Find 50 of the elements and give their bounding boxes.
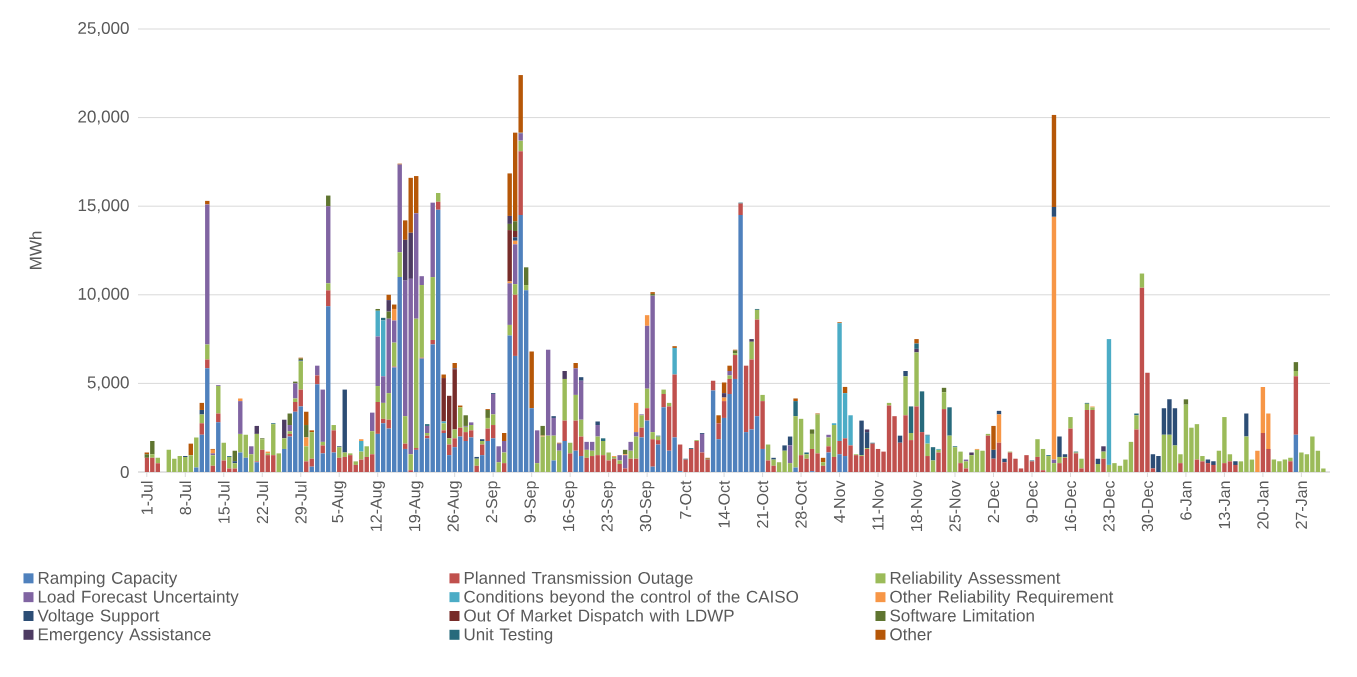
x-tick-label: 20-Jan: [1257, 481, 1269, 529]
x-tick-label: 26-Aug: [447, 481, 462, 532]
x-tick-label: 25-Nov: [949, 480, 961, 532]
y-tick-label: 5,000: [87, 376, 129, 391]
x-tick-label: 4-Nov: [833, 480, 846, 523]
legend-label: Conditions beyond the control of the CAISO: [464, 590, 799, 607]
y-tick-label: 0: [120, 465, 129, 479]
x-tick-label: 14-Oct: [718, 480, 730, 528]
x-tick-label: 18-Nov: [910, 480, 923, 531]
legend-label: Other: [890, 627, 932, 641]
x-tick-label: 6-Jan: [1180, 481, 1192, 520]
x-tick-label: 29-Jul: [294, 481, 307, 524]
legend-label: Planned Transmission Outage: [464, 571, 693, 588]
legend-label: Voltage Support: [37, 609, 160, 625]
x-tick-label: 23-Sep: [601, 481, 616, 532]
legend-label: Unit Testing: [464, 627, 553, 644]
y-tick-label: 10,000: [78, 287, 129, 302]
x-tick-label: 9-Sep: [524, 481, 539, 523]
y-tick-label: 25,000: [78, 21, 129, 37]
x-tick-label: 7-Oct: [679, 480, 692, 519]
y-tick-label: 15,000: [78, 199, 129, 214]
x-tick-label: 21-Oct: [756, 480, 769, 528]
y-tick-label: 20,000: [78, 110, 129, 125]
y-axis-title: MWh: [29, 231, 42, 269]
legend-label: Out Of Market Dispatch with LDWP: [464, 609, 734, 625]
x-tick-label: 28-Oct: [795, 480, 807, 528]
legend-label: Software Limitation: [890, 609, 1034, 622]
x-tick-label: 16-Dec: [1064, 480, 1077, 531]
legend-label: Other Reliability Requirement: [890, 590, 1114, 607]
x-tick-label: 30-Sep: [639, 481, 655, 532]
x-tick-label: 8-Jul: [179, 481, 192, 515]
x-tick-label: 19-Aug: [408, 481, 424, 531]
legend-label: Ramping Capacity: [38, 571, 178, 588]
x-tick-label: 9-Dec: [1026, 480, 1038, 523]
x-tick-label: 22-Jul: [256, 481, 269, 524]
x-tick-label: 2-Dec: [987, 480, 1000, 523]
x-tick-label: 15-Jul: [217, 481, 230, 523]
x-tick-label: 23-Dec: [1103, 480, 1115, 532]
x-tick-label: 1-Jul: [140, 481, 153, 514]
x-tick-label: 16-Sep: [562, 481, 578, 531]
x-tick-label: 5-Aug: [332, 481, 347, 523]
legend-label: Reliability Assessment: [890, 571, 1061, 588]
x-tick-label: 30-Dec: [1141, 480, 1154, 532]
x-tick-label: 2-Sep: [485, 481, 501, 523]
x-tick-label: 11-Nov: [872, 480, 884, 530]
legend-label: Emergency Assistance: [38, 627, 211, 644]
x-tick-label: 13-Jan: [1218, 481, 1231, 529]
x-tick-label: 12-Aug: [370, 481, 385, 531]
x-tick-label: 27-Jan: [1295, 481, 1308, 529]
legend-label: Load Forecast Uncertainty: [38, 590, 239, 607]
